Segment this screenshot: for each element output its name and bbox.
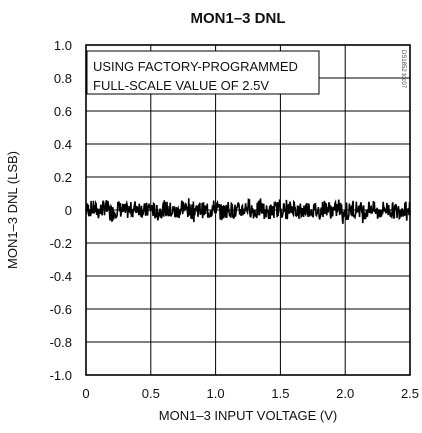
y-tick-label: -0.4 [50,269,72,284]
y-tick-label: -0.2 [50,236,72,251]
dnl-series-line [85,197,411,224]
x-tick-label: 0 [82,386,89,401]
x-tick-label: 1.5 [271,386,289,401]
figure-code: DS1852 toc07 [400,50,406,89]
y-axis-label: MON1–3 DNL (LSB) [5,151,20,269]
y-tick-label: -1.0 [50,368,72,383]
series-layer [85,197,411,224]
y-tick-label: 1.0 [54,38,72,53]
annotation-box [86,50,320,95]
y-tick-labels: 1.0 0.8 0.6 0.4 0.2 0 -0.2 -0.4 -0.6 -0.8 -1.0 [50,38,72,383]
annotation-line-1: USING FACTORY-PROGRAMMED [93,59,298,74]
y-tick-label: -0.6 [50,302,72,317]
annotation-line-2: FULL-SCALE VALUE OF 2.5V [93,78,269,93]
x-tick-label: 2.0 [336,386,354,401]
y-tick-label: -0.8 [50,335,72,350]
y-tick-label: 0.8 [54,71,72,86]
chart-title: MON1–3 DNL [190,10,285,27]
y-tick-label: 0.6 [54,104,72,119]
y-tick-label: 0 [65,203,72,218]
y-tick-label: 0.4 [54,137,72,152]
x-tick-labels: 0 0.5 1.0 1.5 2.0 2.5 [82,386,419,401]
x-tick-label: 2.5 [401,386,419,401]
x-tick-label: 0.5 [142,386,160,401]
y-tick-label: 0.2 [54,170,72,185]
x-axis-label: MON1–3 INPUT VOLTAGE (V) [159,408,337,423]
plot-frame [85,44,411,376]
x-tick-label: 1.0 [207,386,225,401]
